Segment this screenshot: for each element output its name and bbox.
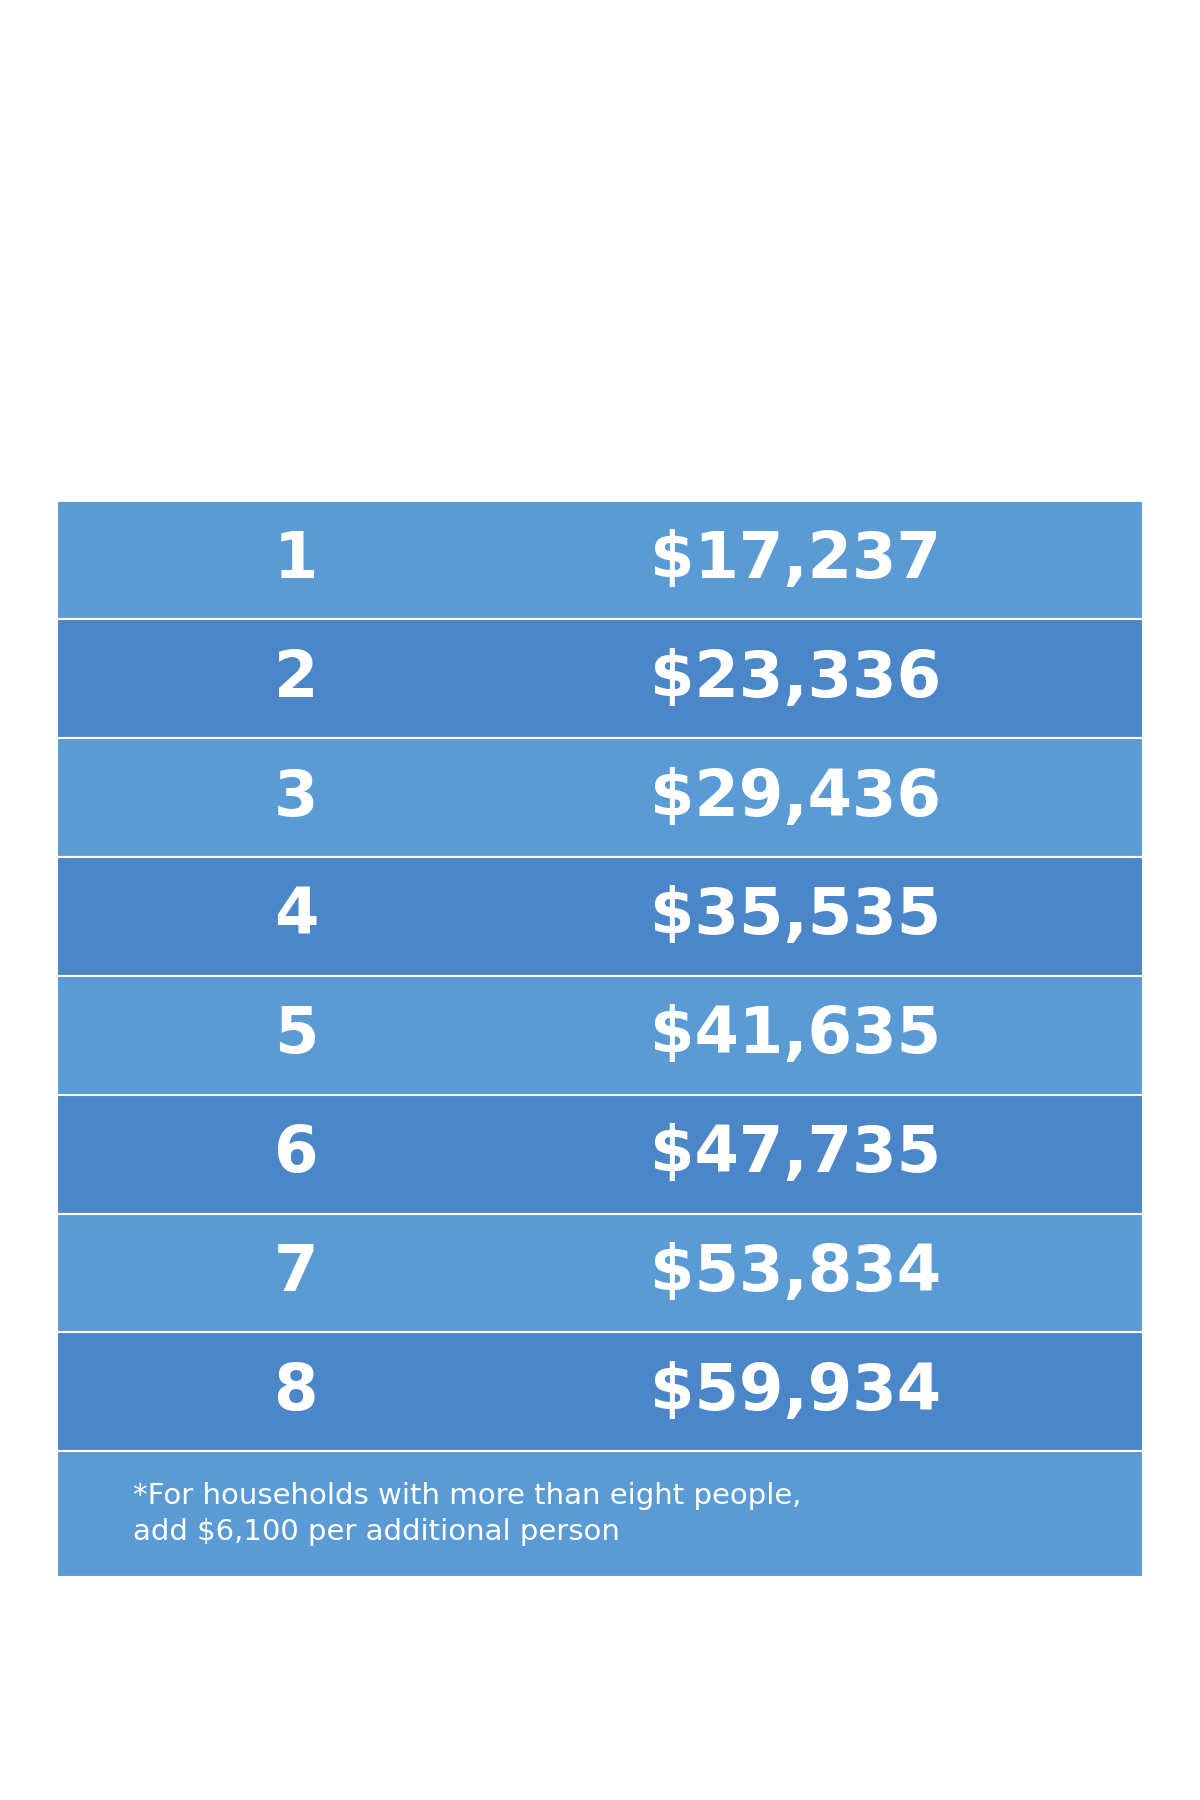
Text: $23,336: $23,336 (650, 648, 941, 709)
Text: $29,436: $29,436 (650, 767, 941, 828)
Bar (56, 976, 1144, 1094)
Bar (56, 738, 1144, 857)
Text: $53,834: $53,834 (650, 1242, 941, 1303)
Text: 5: 5 (274, 1004, 318, 1066)
Bar (56, 500, 1144, 619)
Text: *For households with more than eight people,
add $6,100 per additional person: *For households with more than eight peo… (133, 1481, 802, 1546)
Text: 1: 1 (274, 529, 318, 590)
Text: 3: 3 (274, 767, 318, 828)
Bar (56, 1451, 1144, 1577)
Bar (56, 1213, 1144, 1332)
Text: 7: 7 (274, 1242, 318, 1303)
Bar (56, 1332, 1144, 1451)
Text: 8: 8 (274, 1361, 318, 1424)
Text: 6: 6 (274, 1123, 318, 1184)
Text: Family
Size: Family Size (204, 346, 388, 454)
Text: 2019 Illinois Medicaid: 2019 Illinois Medicaid (140, 58, 1060, 131)
Text: $35,535: $35,535 (650, 886, 941, 947)
Bar (56, 857, 1144, 976)
Text: $47,735: $47,735 (650, 1123, 941, 1184)
Text: Program Income Eligibility: Program Income Eligibility (41, 180, 1159, 252)
Text: $17,237: $17,237 (650, 529, 941, 590)
Text: 2: 2 (274, 648, 318, 709)
Text: $41,635: $41,635 (650, 1004, 941, 1066)
Text: MedicarePlanFinder.cOm: MedicarePlanFinder.cOm (212, 1647, 988, 1701)
Bar (56, 1094, 1144, 1213)
Text: Maximum Yearly
Income Level: Maximum Yearly Income Level (564, 346, 1027, 454)
Text: $59,934: $59,934 (650, 1361, 941, 1424)
Bar (56, 619, 1144, 738)
Text: 4: 4 (274, 886, 318, 947)
Text: Powered by MEDICARE Health Benefits: Powered by MEDICARE Health Benefits (331, 1742, 869, 1771)
